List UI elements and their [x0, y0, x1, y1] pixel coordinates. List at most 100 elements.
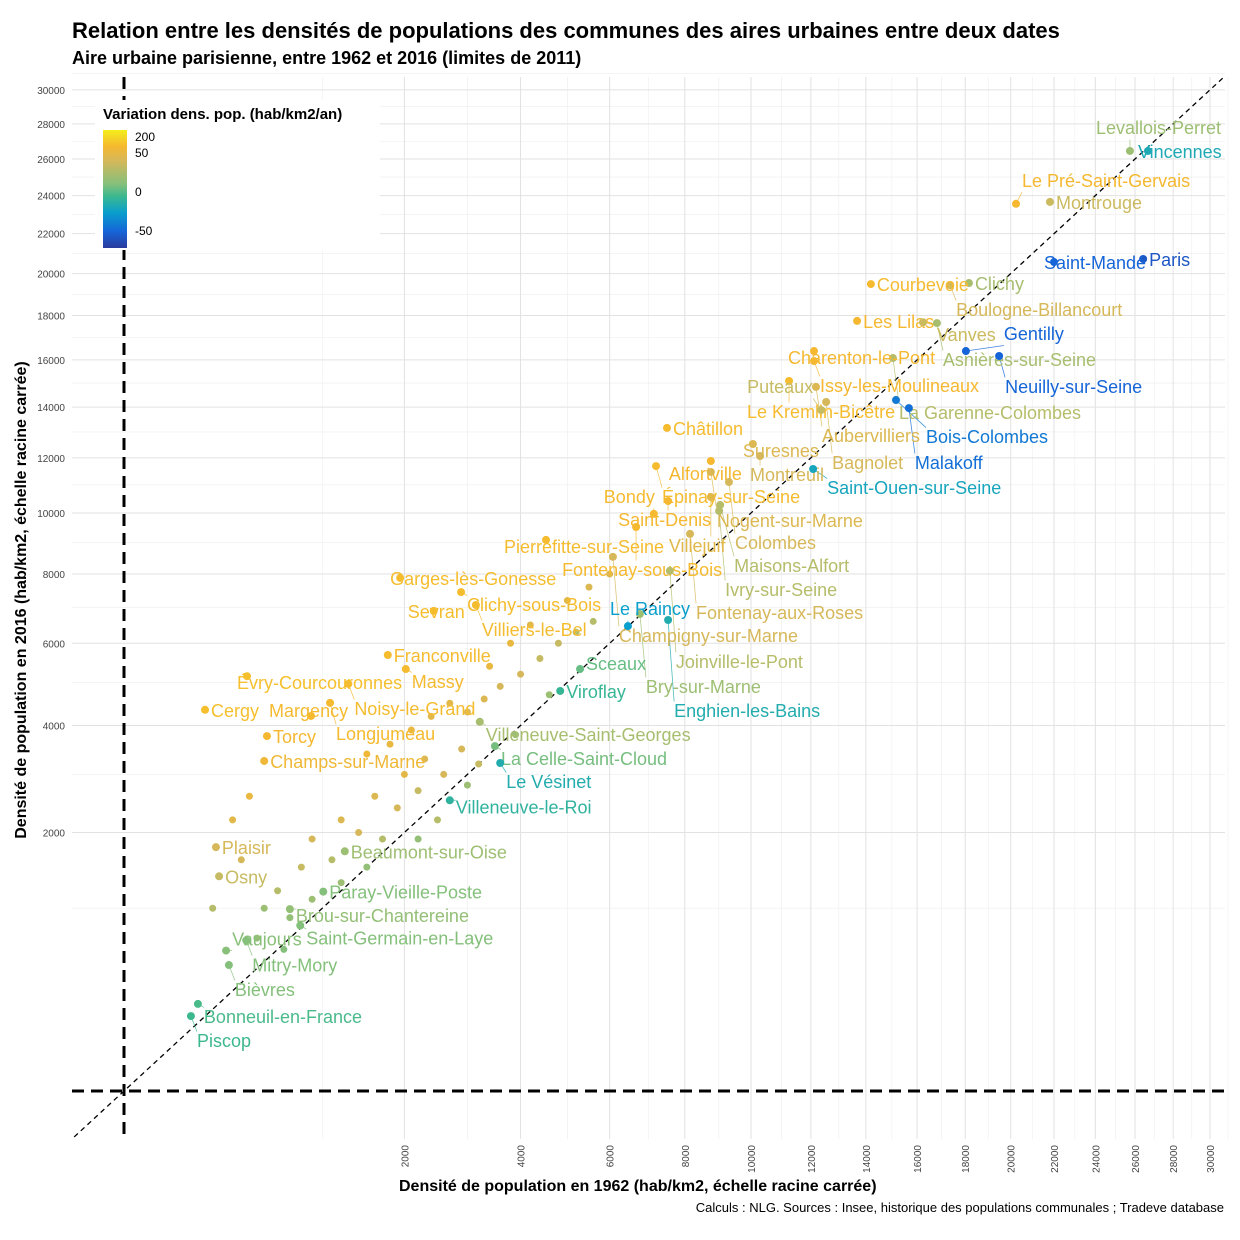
data-point-group: Neuilly-sur-Seine	[995, 352, 1142, 397]
data-point	[458, 745, 466, 753]
data-point	[649, 509, 658, 518]
data-point	[822, 397, 831, 406]
y-tick-label: 6000	[43, 639, 66, 650]
data-point	[715, 506, 724, 515]
data-point-group: Beaumont-sur-Oise	[340, 842, 507, 862]
label-leader-line	[895, 399, 927, 428]
point-label: Bièvres	[235, 980, 295, 1000]
data-point	[606, 570, 614, 578]
data-point	[1139, 255, 1148, 264]
point-label: Levallois-Perret	[1096, 118, 1221, 138]
x-tick-label: 2000	[400, 1145, 411, 1168]
data-point	[414, 787, 422, 795]
label-leader-line	[965, 345, 1004, 352]
data-point	[445, 796, 454, 805]
data-point-group: Franconville	[383, 646, 491, 666]
point-label: Clichy	[975, 274, 1024, 294]
data-point-group: Montreuil	[750, 451, 824, 485]
data-point	[429, 606, 438, 615]
data-point-group: Saint-Ouen-sur-Seine	[809, 465, 1001, 498]
data-point	[526, 621, 534, 629]
data-point-group: Suresnes	[743, 440, 819, 461]
x-tick-label: 22000	[1050, 1145, 1061, 1173]
data-point	[496, 682, 504, 690]
point-label: Le Vésinet	[506, 772, 591, 792]
y-axis-label: Densité de population en 2016 (hab/km2, …	[13, 361, 30, 839]
data-point	[242, 936, 251, 945]
x-tick-label: 16000	[913, 1145, 924, 1173]
data-point	[328, 856, 336, 864]
data-point	[407, 726, 415, 734]
data-point	[260, 756, 269, 765]
data-point	[274, 887, 282, 895]
data-point	[285, 905, 294, 914]
point-label: Les Lilas	[863, 312, 934, 332]
legend-tick: 50	[135, 146, 149, 160]
data-point	[260, 904, 268, 912]
data-point	[589, 617, 597, 625]
point-label: Pierrefitte-sur-Seine	[504, 537, 664, 557]
point-label: Plaisir	[222, 838, 271, 858]
data-point	[253, 934, 261, 942]
data-point-group: Issy-les-Moulineaux	[809, 357, 979, 396]
data-point	[724, 478, 733, 487]
y-tick-label: 24000	[37, 192, 65, 203]
data-point-group: Garges-lès-Gonesse	[390, 569, 556, 589]
data-point	[1049, 258, 1058, 267]
data-point	[576, 665, 585, 674]
data-point	[664, 616, 673, 625]
point-label: Courbevoie	[877, 275, 969, 295]
point-label: Suresnes	[743, 441, 819, 461]
data-point	[386, 740, 394, 748]
data-point-group: Plaisir	[211, 838, 271, 858]
point-label: Châtillon	[673, 419, 743, 439]
data-point	[496, 759, 505, 768]
data-point-group: La Garenne-Colombes	[888, 354, 1081, 423]
point-label: Champigny-sur-Marne	[619, 626, 798, 646]
y-tick-label: 12000	[37, 454, 65, 465]
x-tick-label: 30000	[1206, 1145, 1217, 1173]
gridlines	[72, 73, 1229, 1139]
data-point-group: Mitry-Mory	[242, 936, 337, 975]
data-point	[326, 698, 335, 707]
y-tick-label: 2000	[43, 829, 66, 840]
data-point-group: Brou-sur-Chantereine	[285, 905, 469, 926]
x-tick-label: 20000	[1007, 1145, 1018, 1173]
data-point-group: Le Vésinet	[496, 759, 591, 792]
y-tick-label: 10000	[37, 509, 65, 520]
x-tick-label: 14000	[862, 1145, 873, 1173]
x-tick-label: 18000	[961, 1145, 972, 1173]
data-point	[608, 552, 617, 561]
point-label: Saint-Ouen-sur-Seine	[827, 478, 1001, 498]
data-point-group: Vaujours	[222, 930, 302, 955]
data-point-group: Boulogne-Billancourt	[946, 281, 1122, 320]
data-point	[400, 770, 408, 778]
legend-title: Variation dens. pop. (hab/km2/an)	[103, 106, 343, 123]
point-label: Longjumeau	[336, 724, 435, 744]
point-label: Saint-Denis	[618, 510, 711, 530]
x-tick-label: 24000	[1091, 1145, 1102, 1173]
data-point-group: Bonneuil-en-France	[193, 999, 362, 1027]
data-point	[486, 662, 494, 670]
point-label: La Garenne-Colombes	[899, 403, 1081, 423]
point-label: Mitry-Mory	[252, 955, 337, 975]
data-point-group: Évry-Courcouronnes	[237, 672, 402, 693]
data-point	[888, 354, 897, 363]
point-label: Asnières-sur-Seine	[943, 350, 1096, 370]
label-leader-line	[892, 358, 900, 404]
point-label: Puteaux	[747, 377, 813, 397]
data-point-group: Saint-Denis	[618, 496, 711, 530]
y-tick-label: 30000	[37, 86, 65, 97]
diagonal-reference-line	[72, 77, 1225, 1139]
reference-lines	[72, 77, 1225, 1139]
point-label: Issy-les-Moulineaux	[820, 376, 979, 396]
data-point	[396, 573, 405, 582]
label-leader-line	[710, 471, 718, 512]
data-point-group: Ivry-sur-Seine	[715, 506, 837, 600]
point-label: Maisons-Alfort	[734, 556, 849, 576]
data-point	[401, 665, 410, 674]
data-point	[211, 843, 220, 852]
data-point	[446, 699, 454, 707]
point-label: Villejuif	[669, 536, 727, 556]
